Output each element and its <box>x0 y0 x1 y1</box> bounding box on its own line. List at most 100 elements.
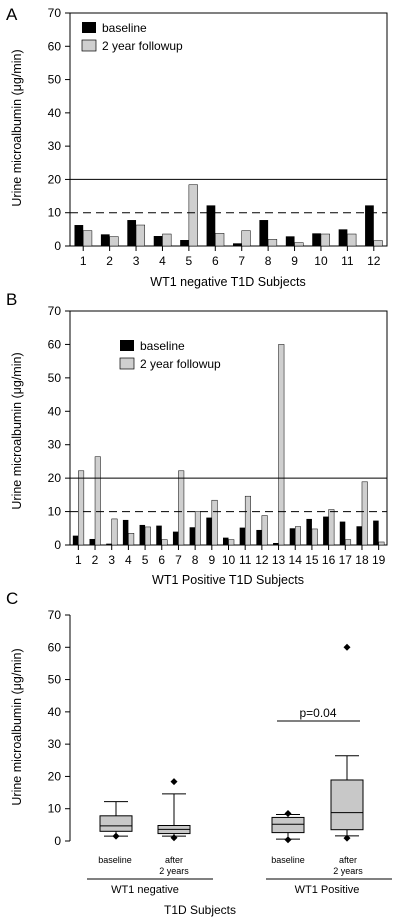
x-tick-label: 8 <box>265 254 272 268</box>
bar-baseline <box>100 234 110 246</box>
bar-followup <box>241 230 251 247</box>
panel-c-category-1: baseline <box>98 855 132 865</box>
bar-baseline <box>72 535 79 545</box>
box-3 <box>271 810 305 844</box>
y-tick-label: 10 <box>48 505 62 519</box>
box-iqr <box>99 815 133 832</box>
panel-b-legend-followup-swatch <box>119 357 135 370</box>
box-iqr <box>330 779 364 831</box>
panel-c-significance: p=0.04 <box>277 706 360 722</box>
bar-followup <box>311 528 318 546</box>
bar-baseline <box>356 526 362 545</box>
panel-b-legend-baseline-label: baseline <box>140 339 185 353</box>
y-tick-label: 30 <box>48 438 62 452</box>
x-tick-label: 10 <box>222 553 236 567</box>
bar-followup <box>188 184 198 247</box>
bar-followup <box>373 240 383 247</box>
bar-followup <box>211 499 218 546</box>
x-tick-label: 16 <box>322 553 336 567</box>
bar-followup <box>267 239 278 247</box>
bar-followup <box>261 515 268 546</box>
bar-baseline <box>312 233 321 246</box>
y-tick-label: 0 <box>54 834 61 848</box>
box-4 <box>330 643 364 842</box>
bar-baseline <box>373 520 379 545</box>
y-tick-label: 30 <box>48 139 62 153</box>
bar-baseline <box>156 525 162 545</box>
y-tick-label: 40 <box>48 404 62 418</box>
x-tick-label: 11 <box>239 553 252 567</box>
bar-baseline <box>239 527 246 545</box>
bar-followup <box>178 470 185 546</box>
panel-a: A Urine microalbumin (μg/min) 0 10 20 30 40 5… <box>6 5 388 289</box>
x-tick-label: 3 <box>133 254 140 268</box>
x-tick-label: 6 <box>212 254 219 268</box>
x-tick-label: 7 <box>175 553 182 567</box>
panel-a-y-axis-title: Urine microalbumin (μg/min) <box>10 49 24 206</box>
panel-a-legend: baseline 2 year followup <box>81 21 183 53</box>
x-tick-label: 5 <box>186 254 193 268</box>
bar-baseline <box>139 524 146 545</box>
bar-baseline <box>222 537 229 545</box>
x-tick-label: 15 <box>305 553 319 567</box>
x-tick-label: 1 <box>80 254 87 268</box>
box-1 <box>99 801 133 840</box>
bar-baseline <box>153 236 163 246</box>
panel-b-legend-baseline-swatch <box>120 340 134 351</box>
bar-baseline <box>122 519 129 545</box>
bar-baseline <box>127 220 137 246</box>
bar-followup <box>111 518 118 546</box>
bar-baseline <box>289 528 296 545</box>
bar-followup <box>161 539 168 546</box>
bar-baseline <box>172 531 179 545</box>
x-tick-label: 9 <box>208 553 215 567</box>
panel-b-x-axis-title: WT1 Positive T1D Subjects <box>152 573 304 587</box>
bar-followup <box>228 539 235 546</box>
bar-followup <box>294 242 304 247</box>
y-tick-label: 20 <box>48 769 62 783</box>
bar-followup <box>128 533 135 546</box>
panel-c-group-positive: WT1 Positive <box>295 884 360 896</box>
panel-c-letter: C <box>6 589 18 608</box>
box-outlier <box>343 834 351 842</box>
box-outlier <box>284 836 292 844</box>
panel-c-category-2: after 2 years <box>159 855 189 876</box>
bar-followup <box>109 236 119 247</box>
bar-followup <box>94 456 101 546</box>
x-tick-label: 14 <box>289 553 303 567</box>
bar-baseline <box>232 243 242 246</box>
bar-baseline <box>106 543 112 545</box>
bar-followup <box>328 509 335 546</box>
x-tick-label: 4 <box>125 553 132 567</box>
x-tick-label: 12 <box>255 553 269 567</box>
bar-baseline <box>206 205 216 246</box>
bar-followup <box>347 233 357 247</box>
box-2 <box>157 778 191 842</box>
y-tick-label: 70 <box>48 608 62 622</box>
y-tick-label: 70 <box>48 304 62 318</box>
bar-baseline <box>323 516 329 545</box>
panel-c-category-4: after 2 years <box>333 855 363 876</box>
panel-c-p-value: p=0.04 <box>299 706 336 720</box>
x-tick-label: 8 <box>192 553 199 567</box>
x-tick-label: 12 <box>367 254 381 268</box>
panel-c-group-negative: WT1 negative <box>111 884 179 896</box>
bar-followup <box>144 526 151 546</box>
panel-b-legend-followup-label: 2 year followup <box>140 357 221 371</box>
bar-baseline <box>306 518 312 545</box>
bar-baseline <box>338 229 348 246</box>
y-tick-label: 10 <box>48 206 62 220</box>
bar-baseline <box>206 517 212 545</box>
y-tick-label: 0 <box>54 538 61 552</box>
y-tick-label: 0 <box>54 239 61 253</box>
bar-followup <box>135 224 146 247</box>
bar-followup <box>78 470 85 546</box>
bar-followup <box>194 511 201 546</box>
y-tick-label: 30 <box>48 737 62 751</box>
bar-baseline <box>180 240 189 246</box>
y-tick-label: 50 <box>48 73 62 87</box>
box-outlier <box>343 643 351 651</box>
bar-followup <box>294 526 301 546</box>
y-tick-label: 40 <box>48 705 62 719</box>
